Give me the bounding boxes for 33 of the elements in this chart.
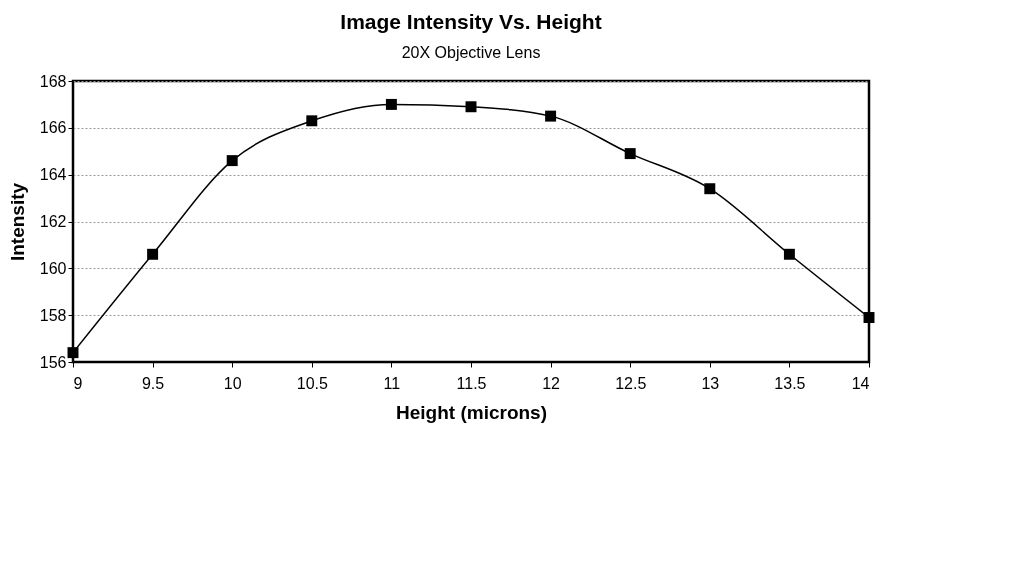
point <box>385 98 397 110</box>
x-tick-label: 13.5 <box>774 374 806 392</box>
point <box>465 101 477 113</box>
x-tick-label: 14 <box>851 374 870 392</box>
y-tick-label: 158 <box>39 306 67 324</box>
y-axis-title: Intensity <box>6 182 28 262</box>
x-tick-label: 13 <box>701 374 720 392</box>
y-tick-label: 156 <box>39 353 67 371</box>
y-tick-label: 166 <box>39 119 67 137</box>
y-tick-label: 168 <box>39 72 67 90</box>
x-tick-label: 10.5 <box>296 374 328 392</box>
point <box>545 110 557 122</box>
x-tick-label: 11 <box>383 374 401 392</box>
y-tick-label: 160 <box>39 259 67 277</box>
point <box>783 248 795 260</box>
x-tick-label: 12.5 <box>615 374 647 392</box>
x-tick-label: 9 <box>73 374 83 392</box>
chart-title: Image Intensity Vs. Height <box>340 10 602 33</box>
point <box>67 347 79 359</box>
point <box>306 115 318 127</box>
x-tick-label: 11.5 <box>456 374 487 392</box>
y-tick-label: 164 <box>39 166 67 184</box>
point <box>147 248 159 260</box>
point <box>704 183 716 195</box>
point <box>624 148 636 160</box>
point <box>863 312 875 323</box>
x-axis-title: Height (microns) <box>396 401 547 423</box>
chart-subtitle: 20X Objective Lens <box>401 44 541 61</box>
x-tick-label: 10 <box>223 374 242 392</box>
x-tick-label: 9.5 <box>141 374 165 392</box>
y-tick-label: 162 <box>39 213 67 230</box>
point <box>226 155 238 167</box>
x-tick-label: 12 <box>542 374 561 392</box>
